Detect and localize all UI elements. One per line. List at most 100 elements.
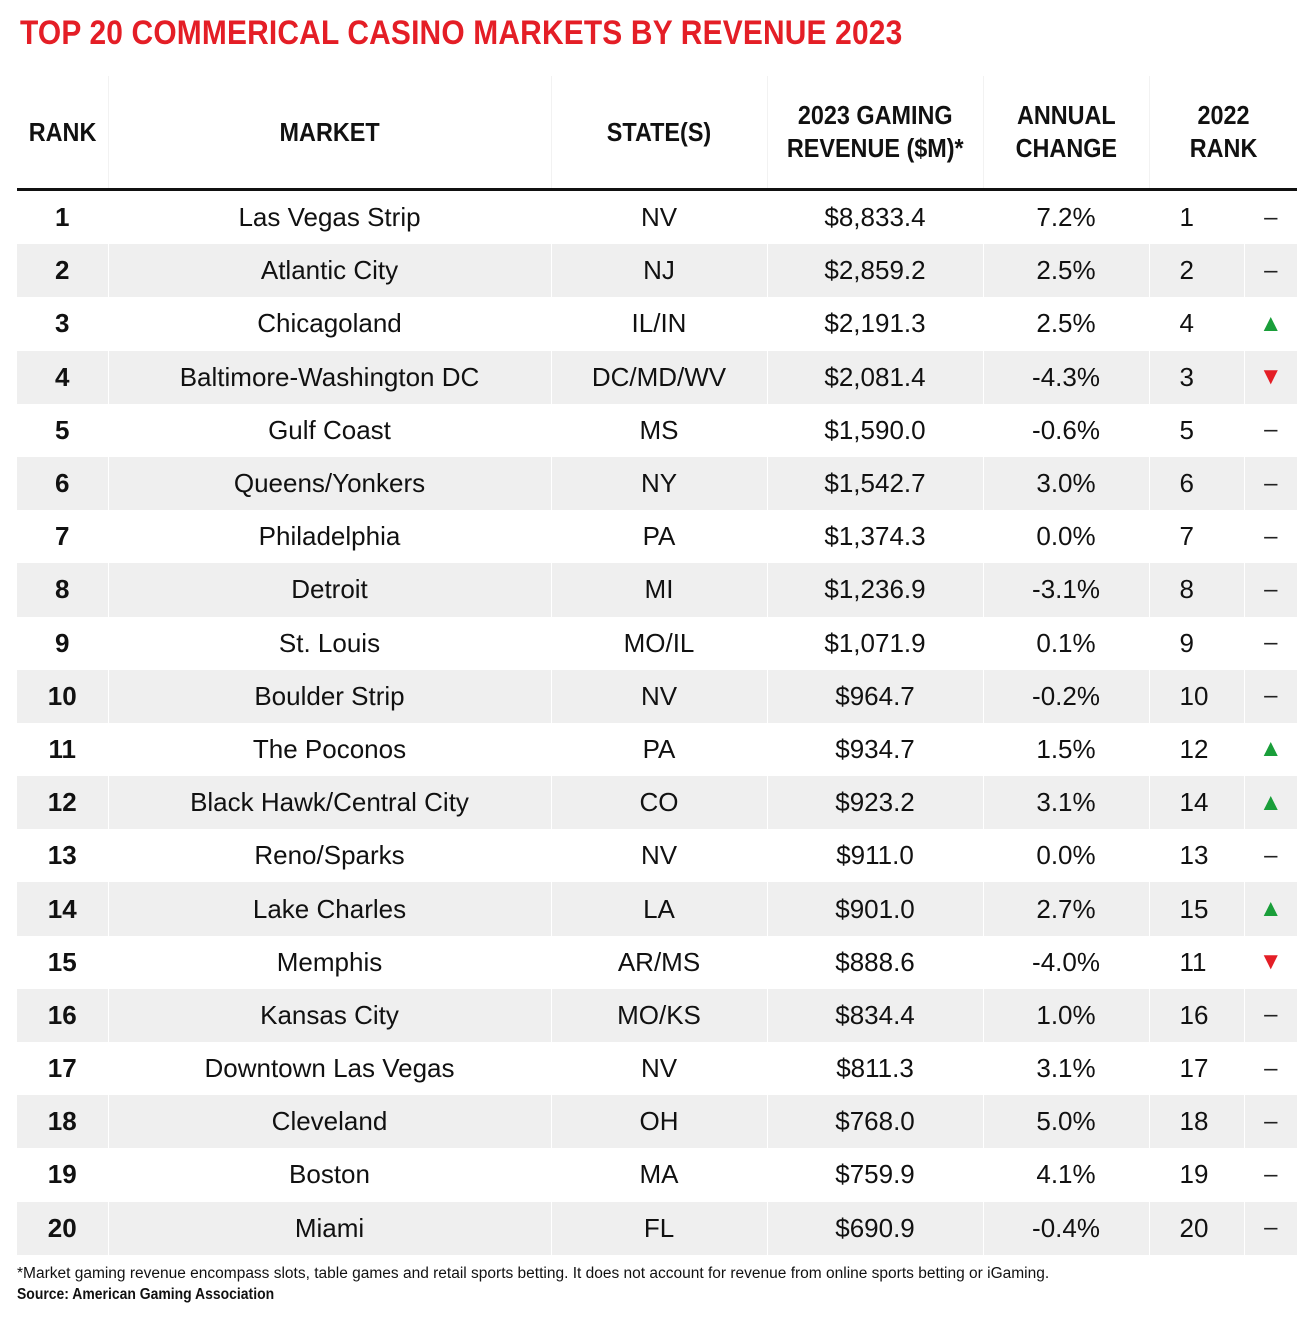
cell-2022-rank: 8 bbox=[1148, 563, 1244, 617]
cell-2022-rank: 10 bbox=[1148, 669, 1244, 723]
cell-rank: 5 bbox=[55, 414, 70, 445]
cell-rank: 1 bbox=[55, 202, 70, 233]
cell-annual-change: -0.2% bbox=[982, 669, 1149, 723]
cell-market: Reno/Sparks bbox=[107, 829, 551, 883]
cell-rank: 11 bbox=[48, 733, 77, 764]
header-2022-rank: 2022 RANK bbox=[1148, 76, 1298, 191]
cell-rank: 20 bbox=[17, 1201, 108, 1255]
table-body: 1 Las Vegas Strip NV $8,833.4 7.2% 1–2 Atlanti… bbox=[17, 189, 1298, 1255]
cell-states: LA bbox=[550, 882, 767, 936]
cell-states: OH bbox=[550, 1095, 767, 1149]
chart-title: TOP 20 COMMERICAL CASINO MARKETS BY REVE… bbox=[20, 14, 903, 52]
cell-rank: 7 bbox=[55, 521, 70, 552]
table-row: 4 Baltimore-Washington DC DC/MD/WV $2,081.4… bbox=[17, 350, 1298, 404]
table-row: 20 Miami FL $690.9 -0.4% 20– bbox=[17, 1201, 1298, 1255]
table-row: 15 Memphis AR/MS $888.6 -4.0% 11 ▼ bbox=[17, 935, 1298, 989]
cell-rank: 15 bbox=[47, 946, 77, 977]
cell-market: Baltimore-Washington DC bbox=[107, 350, 551, 404]
table-row: 5 Gulf Coast MS $1,590.0 -0.6% 5– bbox=[17, 403, 1298, 457]
table-row: 12 Black Hawk/Central City CO $923.2 3.1% 14 ▲ bbox=[17, 776, 1298, 830]
table-row: 18 Cleveland OH $768.0 5.0% 18– bbox=[17, 1095, 1298, 1149]
cell-rank: 4 bbox=[17, 350, 108, 404]
header-annual-change: ANNUAL CHANGE bbox=[982, 76, 1149, 191]
table-row: 17 Downtown Las Vegas NV $811.3 3.1% 17– bbox=[17, 1042, 1298, 1096]
cell-annual-change: 1.0% bbox=[982, 988, 1149, 1042]
cell-revenue: $690.9 bbox=[766, 1201, 983, 1255]
cell-market: Chicagoland bbox=[107, 297, 551, 351]
rank-up-arrow-icon: ▲ bbox=[1243, 776, 1298, 830]
header-rank: RANK bbox=[17, 76, 108, 191]
cell-revenue: $759.9 bbox=[766, 1148, 983, 1202]
cell-revenue: $888.6 bbox=[766, 935, 983, 989]
rank-unchanged-dash-icon: – bbox=[1243, 1095, 1298, 1149]
cell-annual-change: 2.7% bbox=[982, 882, 1149, 936]
cell-annual-change: 3.1% bbox=[982, 776, 1149, 830]
rank-unchanged-dash-icon: – bbox=[1243, 244, 1298, 298]
cell-rank: 8 bbox=[17, 563, 108, 617]
cell-2022-rank: 9 bbox=[1148, 616, 1244, 670]
cell-revenue: $964.7 bbox=[766, 669, 983, 723]
cell-2022-rank: 5 bbox=[1148, 403, 1244, 457]
cell-market: Miami bbox=[107, 1201, 551, 1255]
cell-rank: 17 bbox=[47, 1053, 77, 1084]
cell-2022-rank: 1 bbox=[1148, 189, 1244, 245]
rank-unchanged-dash-icon: – bbox=[1243, 403, 1298, 457]
table-row: 1 Las Vegas Strip NV $8,833.4 7.2% 1– bbox=[17, 189, 1298, 245]
cell-states: PA bbox=[550, 510, 767, 564]
cell-market: Black Hawk/Central City bbox=[107, 776, 551, 830]
cell-annual-change: -0.6% bbox=[982, 403, 1149, 457]
cell-revenue: $934.7 bbox=[766, 722, 983, 777]
cell-revenue: $2,859.2 bbox=[766, 244, 983, 298]
cell-revenue: $923.2 bbox=[766, 776, 983, 830]
rank-unchanged-dash-icon: – bbox=[1243, 669, 1298, 723]
cell-market: St. Louis bbox=[107, 616, 551, 670]
cell-states: NV bbox=[550, 669, 767, 723]
cell-revenue: $8,833.4 bbox=[766, 189, 983, 245]
cell-annual-change: -3.1% bbox=[982, 563, 1149, 617]
cell-annual-change: 3.0% bbox=[982, 456, 1149, 511]
cell-rank: 16 bbox=[17, 988, 108, 1042]
cell-rank: 19 bbox=[47, 1159, 77, 1190]
cell-revenue: $1,374.3 bbox=[766, 510, 983, 564]
table-row: 10 Boulder Strip NV $964.7 -0.2% 10– bbox=[17, 669, 1298, 723]
cell-rank: 10 bbox=[17, 669, 108, 723]
rank-unchanged-dash-icon: – bbox=[1243, 1201, 1298, 1255]
cell-annual-change: 0.1% bbox=[982, 616, 1149, 670]
cell-states: AR/MS bbox=[550, 935, 767, 989]
cell-2022-rank: 20 bbox=[1148, 1201, 1244, 1255]
cell-states: CO bbox=[550, 776, 767, 830]
cell-states: MO/IL bbox=[550, 616, 767, 670]
cell-revenue: $1,590.0 bbox=[766, 403, 983, 457]
cell-annual-change: -4.3% bbox=[982, 350, 1149, 404]
cell-2022-rank: 11 bbox=[1148, 935, 1244, 989]
rank-unchanged-dash-icon: – bbox=[1243, 189, 1298, 245]
cell-2022-rank: 16 bbox=[1148, 988, 1244, 1042]
table-row: 11 The Poconos PA $934.7 1.5% 12 ▲ bbox=[17, 722, 1298, 777]
cell-2022-rank: 4 bbox=[1148, 297, 1244, 351]
cell-annual-change: -4.0% bbox=[982, 935, 1149, 989]
footnote: *Market gaming revenue encompass slots, … bbox=[17, 1265, 1050, 1282]
cell-2022-rank: 3 bbox=[1148, 350, 1244, 404]
cell-2022-rank: 2 bbox=[1148, 244, 1244, 298]
cell-2022-rank: 17 bbox=[1148, 1042, 1244, 1096]
cell-states: PA bbox=[550, 722, 767, 777]
rank-unchanged-dash-icon: – bbox=[1243, 456, 1298, 511]
cell-annual-change: 0.0% bbox=[982, 510, 1149, 564]
source-note: Source: American Gaming Association bbox=[17, 1286, 275, 1303]
cell-states: NV bbox=[550, 829, 767, 883]
cell-states: NV bbox=[550, 189, 767, 245]
cell-market: Downtown Las Vegas bbox=[107, 1042, 551, 1096]
cell-market: Memphis bbox=[107, 935, 551, 989]
cell-annual-change: 0.0% bbox=[982, 829, 1149, 883]
cell-annual-change: 3.1% bbox=[982, 1042, 1149, 1096]
header-states: STATE(S) bbox=[550, 76, 767, 191]
cell-rank: 6 bbox=[17, 456, 108, 511]
cell-revenue: $811.3 bbox=[766, 1042, 983, 1096]
cell-states: MI bbox=[550, 563, 767, 617]
cell-revenue: $1,071.9 bbox=[766, 616, 983, 670]
cell-revenue: $2,081.4 bbox=[766, 350, 983, 404]
cell-states: MS bbox=[550, 403, 767, 457]
cell-market: Queens/Yonkers bbox=[107, 456, 551, 511]
cell-rank: 14 bbox=[17, 882, 108, 936]
cell-2022-rank: 15 bbox=[1148, 882, 1244, 936]
